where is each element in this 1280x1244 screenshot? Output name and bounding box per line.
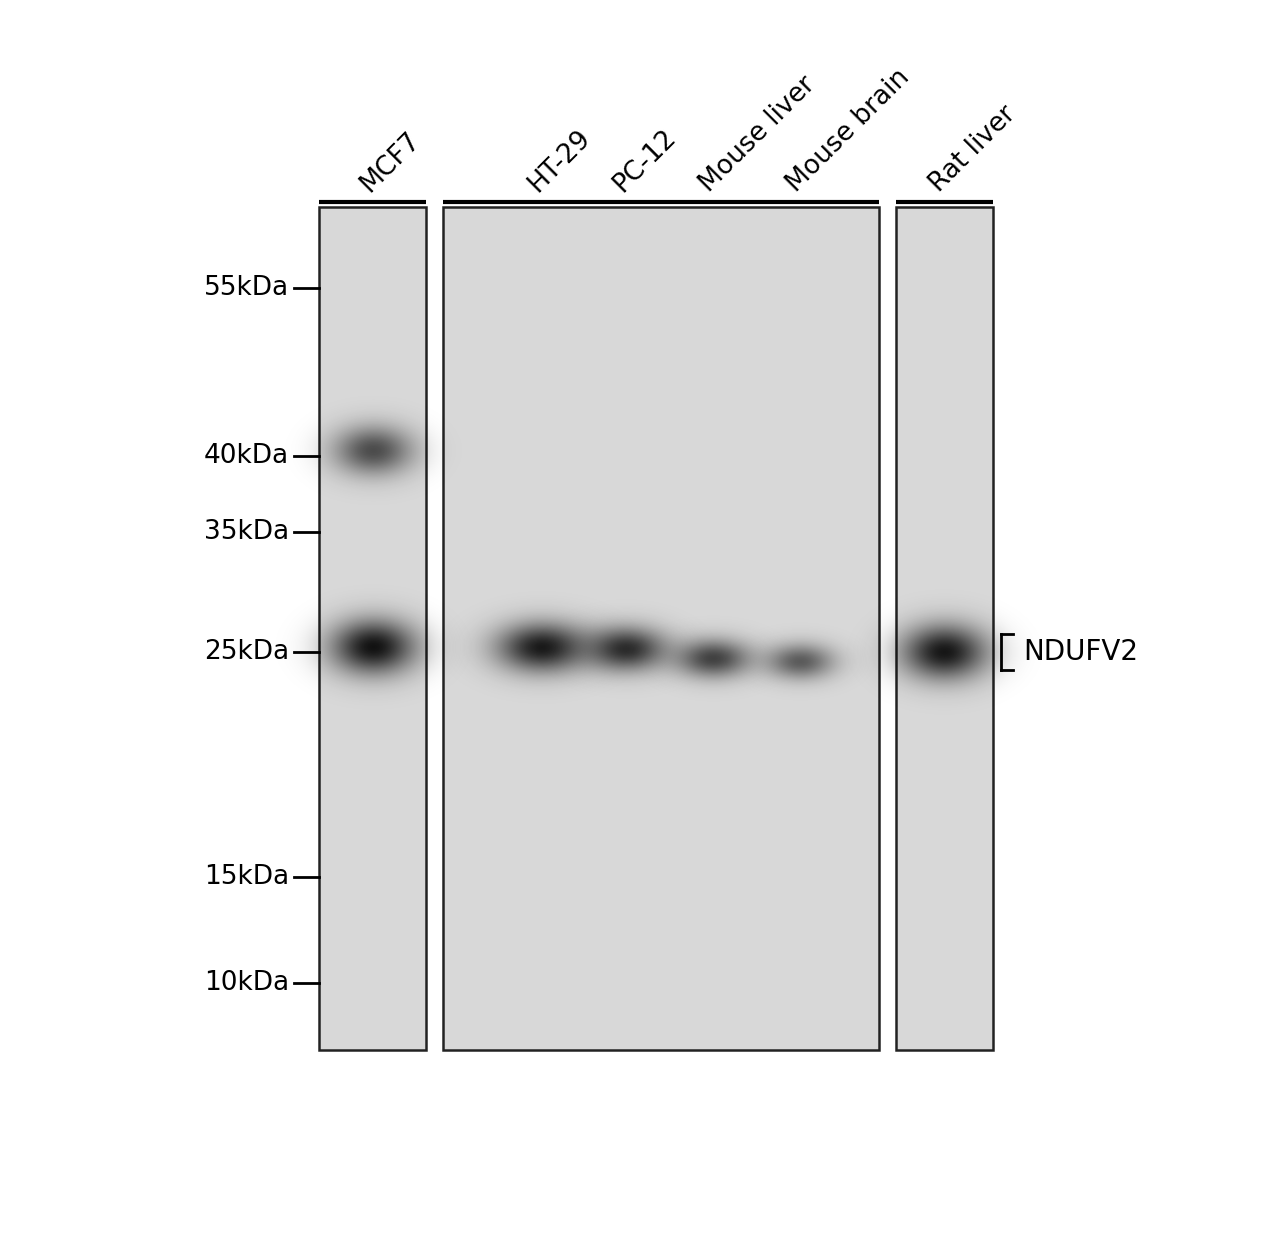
Text: PC-12: PC-12	[608, 124, 681, 197]
Text: Mouse liver: Mouse liver	[695, 71, 820, 197]
Bar	[896, 207, 993, 1050]
Text: 15kDa: 15kDa	[204, 865, 289, 891]
Text: 10kDa: 10kDa	[204, 969, 289, 995]
Text: Mouse brain: Mouse brain	[782, 65, 914, 197]
Text: 40kDa: 40kDa	[204, 443, 289, 469]
Text: 55kDa: 55kDa	[204, 275, 289, 301]
Text: MCF7: MCF7	[355, 127, 425, 197]
Text: 25kDa: 25kDa	[204, 639, 289, 666]
Text: 35kDa: 35kDa	[204, 520, 289, 545]
Text: HT-29: HT-29	[524, 124, 596, 197]
Text: NDUFV2: NDUFV2	[1023, 638, 1138, 667]
Bar	[319, 207, 426, 1050]
Bar	[443, 207, 879, 1050]
Text: Rat liver: Rat liver	[925, 101, 1021, 197]
